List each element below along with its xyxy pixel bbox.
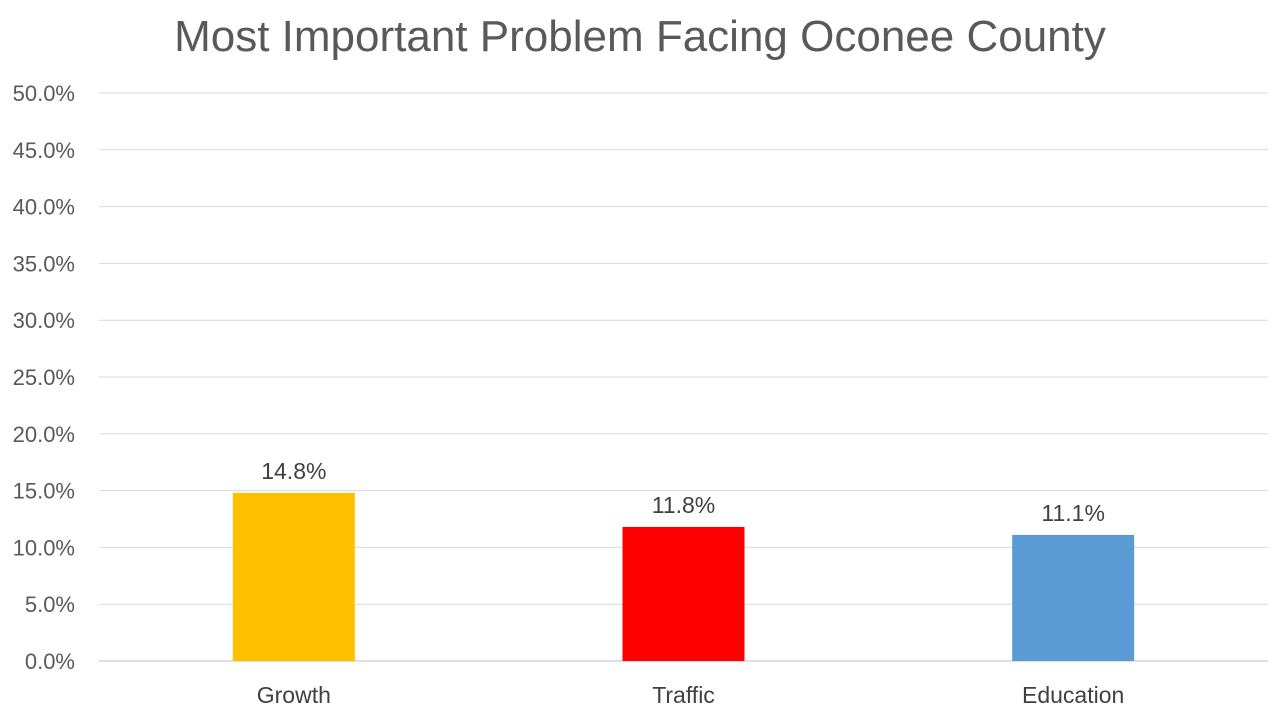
x-tick-label: Growth: [257, 682, 331, 708]
x-tick-label: Traffic: [652, 682, 715, 708]
y-tick-label: 10.0%: [13, 535, 75, 560]
bar: [232, 492, 355, 661]
bar: [1012, 534, 1135, 661]
y-tick-label: 20.0%: [13, 422, 75, 447]
y-tick-label: 25.0%: [13, 365, 75, 390]
x-tick-label: Education: [1022, 682, 1124, 708]
bar: [622, 526, 745, 661]
y-tick-label: 35.0%: [13, 251, 75, 276]
y-tick-label: 0.0%: [25, 649, 75, 674]
y-tick-label: 50.0%: [13, 81, 75, 106]
y-tick-label: 40.0%: [13, 195, 75, 220]
y-tick-label: 30.0%: [13, 308, 75, 333]
y-tick-label: 5.0%: [25, 592, 75, 617]
data-label: 11.1%: [1041, 500, 1105, 526]
chart-title: Most Important Problem Facing Oconee Cou…: [174, 12, 1106, 61]
y-tick-label: 45.0%: [13, 138, 75, 163]
data-label: 14.8%: [261, 458, 326, 484]
y-tick-label: 15.0%: [13, 479, 75, 504]
data-label: 11.8%: [652, 492, 716, 518]
